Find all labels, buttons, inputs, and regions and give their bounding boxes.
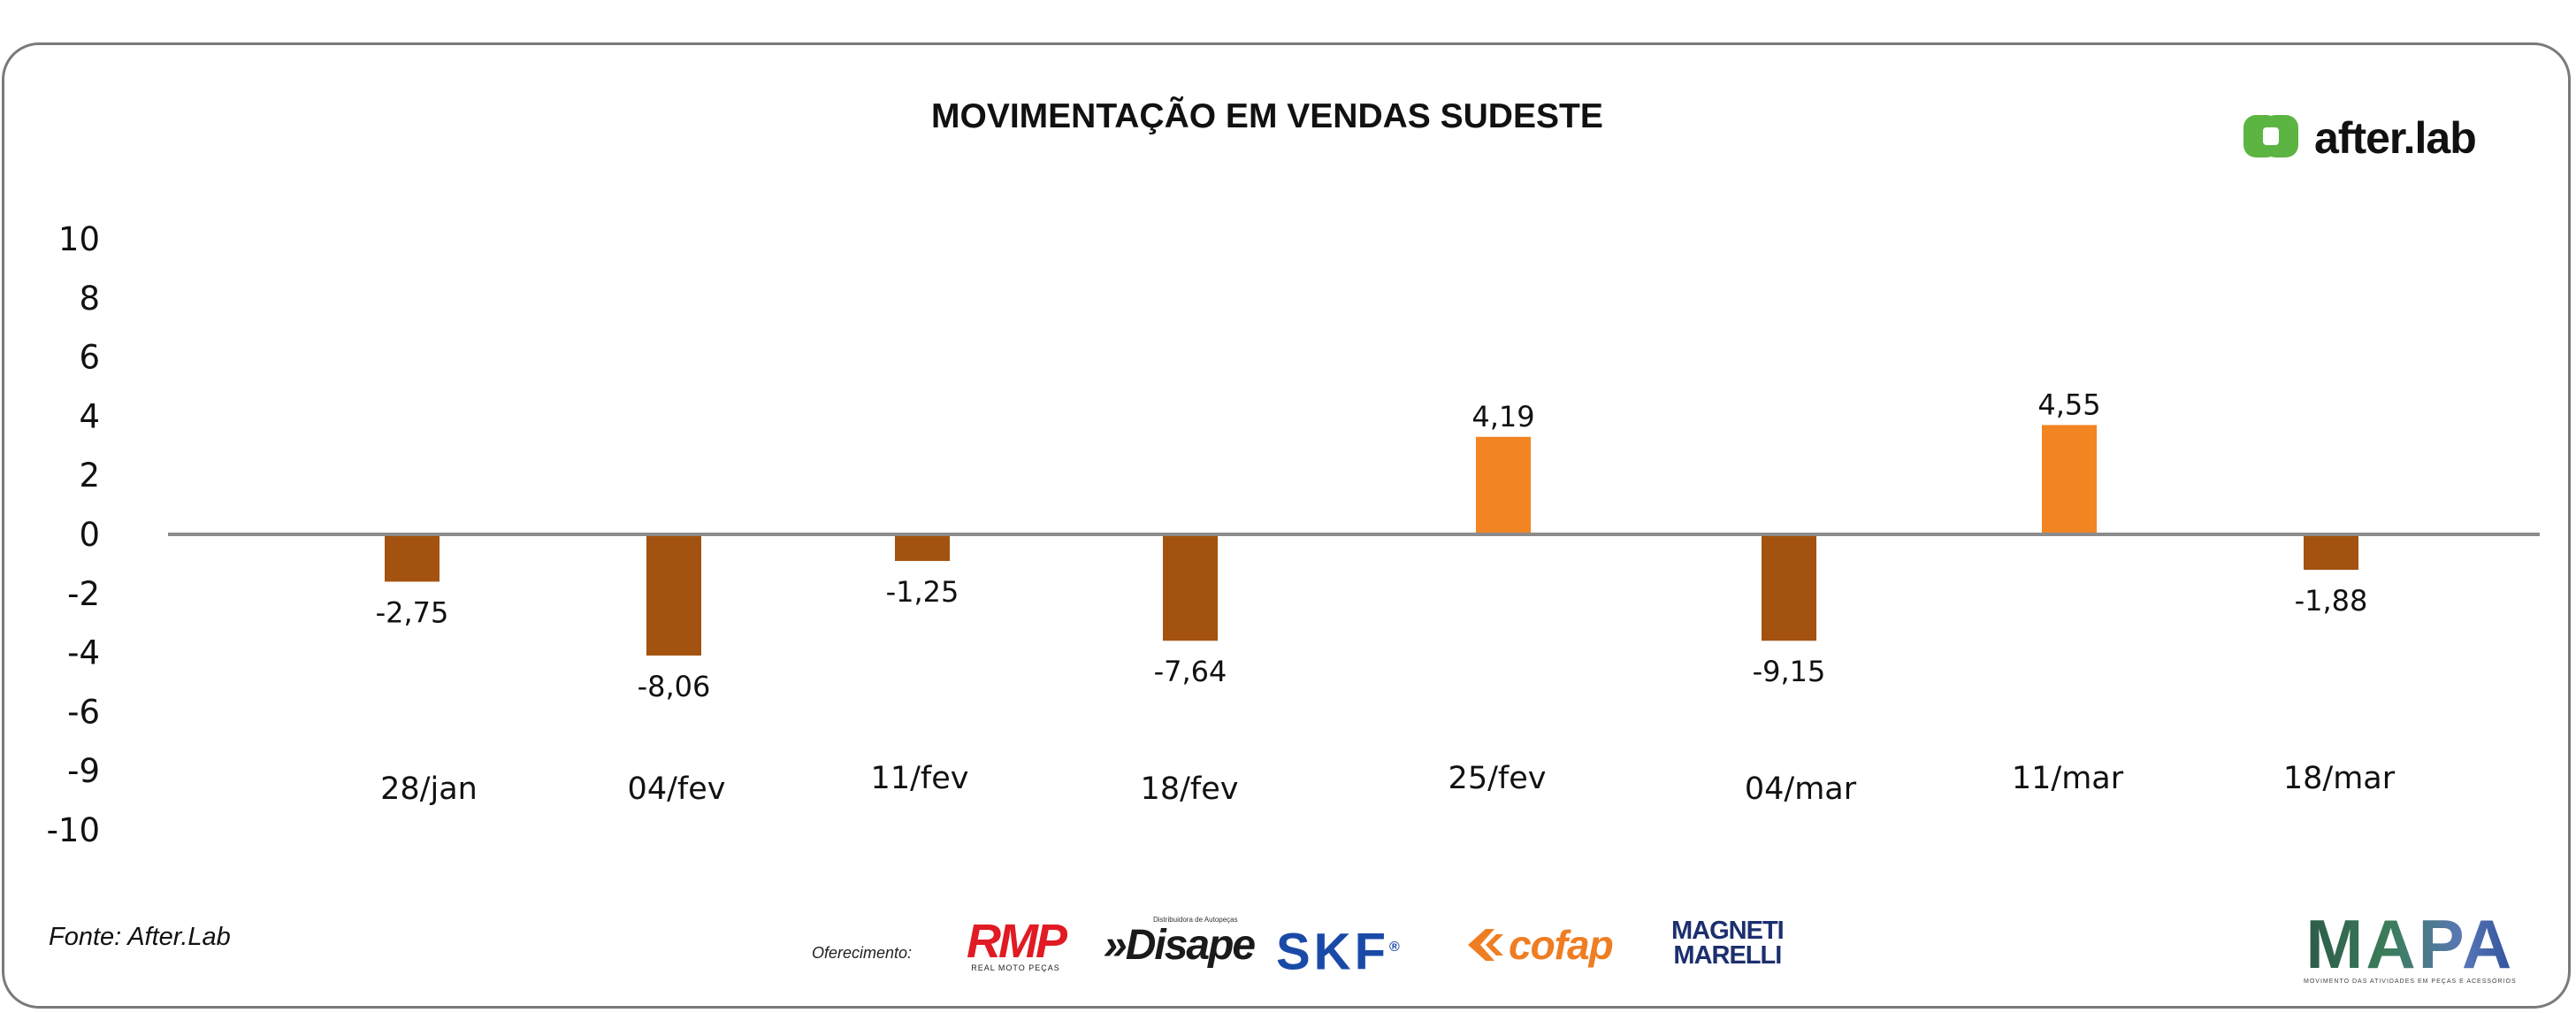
y-tick-label: -6 — [67, 693, 100, 731]
data-label: -7,64 — [1154, 655, 1227, 688]
magneti-marelli-logo: MAGNETI MARELLI — [1671, 917, 1785, 970]
data-label: 4,19 — [1471, 400, 1534, 434]
magneti-logo-line-1: MAGNETI — [1671, 917, 1785, 945]
y-tick-label: 4 — [79, 397, 100, 435]
x-tick-label: 25/fev — [1449, 761, 1547, 796]
y-tick-label: -10 — [47, 811, 100, 849]
afterlab-logo: after.lab — [2240, 111, 2477, 165]
mapa-logo-text: MAPA — [2304, 909, 2517, 978]
chart-card — [2, 42, 2571, 1009]
y-tick-label: -4 — [67, 634, 100, 672]
y-tick-label: 8 — [79, 280, 100, 318]
bar — [2304, 534, 2358, 571]
y-tick-label: 2 — [79, 457, 100, 495]
data-label: -8,06 — [638, 670, 711, 703]
source-note: Fonte: After.Lab — [49, 923, 231, 951]
cofap-mark-icon — [1468, 929, 1503, 961]
data-label: -9,15 — [1753, 655, 1826, 688]
y-tick-label: 10 — [58, 220, 100, 258]
rmp-logo-subtitle: REAL MOTO PEÇAS — [971, 963, 1060, 972]
cofap-logo-text: cofap — [1509, 922, 1614, 968]
data-label: -1,88 — [2295, 584, 2368, 618]
mapa-logo: MAPA MOVIMENTO DAS ATIVIDADES EM PEÇAS E… — [2304, 909, 2517, 985]
rmp-logo: RMP REAL MOTO PEÇAS — [967, 915, 1067, 972]
bar — [385, 534, 440, 582]
x-tick-label: 18/mar — [2283, 761, 2396, 796]
bar — [895, 534, 950, 562]
afterlab-mark-icon — [2243, 115, 2298, 157]
sponsors-label: Oferecimento: — [812, 944, 913, 962]
bar — [1762, 534, 1816, 641]
x-tick-label: 04/mar — [1745, 771, 1857, 807]
y-tick-label: 0 — [79, 516, 100, 554]
skf-logo-text: SKF — [1276, 923, 1389, 981]
chart-title: MOVIMENTAÇÃO EM VENDAS SUDESTE — [931, 97, 1603, 135]
y-tick-label: -9 — [67, 752, 100, 790]
rmp-logo-text: RMP — [967, 915, 1067, 968]
x-tick-label: 18/fev — [1141, 771, 1239, 807]
data-label: -2,75 — [376, 595, 449, 629]
bar — [2042, 425, 2097, 534]
disape-logo: Distribuidora de Autopeças »Disape — [1104, 916, 1256, 969]
x-tick-label: 28/jan — [380, 771, 478, 807]
data-label: 4,55 — [2037, 388, 2100, 421]
afterlab-logo-text: after.lab — [2314, 113, 2477, 163]
bar — [1163, 534, 1218, 641]
y-tick-label: -2 — [67, 575, 100, 613]
disape-logo-subtitle: Distribuidora de Autopeças — [1153, 916, 1238, 924]
x-tick-label: 11/mar — [2012, 761, 2124, 796]
skf-registered-mark: ® — [1389, 940, 1400, 955]
data-label: -1,25 — [886, 575, 959, 609]
magneti-logo-line-2: MARELLI — [1673, 941, 1782, 970]
y-tick-label: 6 — [79, 339, 100, 377]
x-tick-label: 11/fev — [871, 761, 969, 796]
x-tick-label: 04/fev — [628, 771, 726, 807]
mapa-logo-subtitle: MOVIMENTO DAS ATIVIDADES EM PEÇAS E ACES… — [2304, 978, 2517, 985]
bar — [1476, 436, 1531, 534]
skf-logo: SKF® — [1276, 922, 1400, 978]
bar — [646, 534, 701, 656]
disape-logo-text: »Disape — [1104, 922, 1256, 969]
cofap-logo: cofap — [1466, 922, 1614, 968]
